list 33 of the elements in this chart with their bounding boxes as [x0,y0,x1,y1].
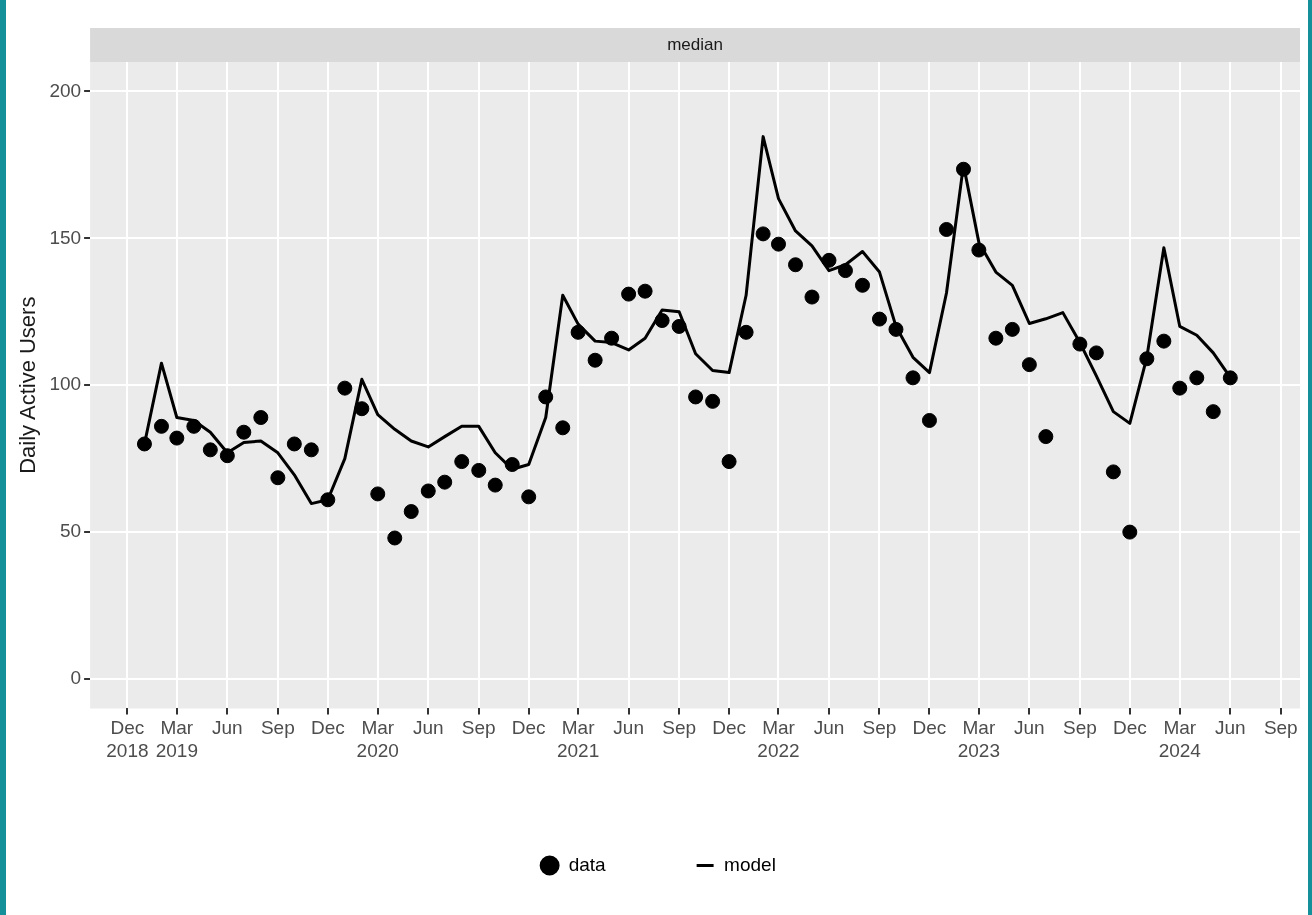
x-tick-label: Mar 2019 [155,717,198,761]
x-tick-label: Jun [1214,717,1246,739]
x-tick-label: Jun [412,717,444,739]
x-tick-label: Jun [613,717,644,739]
x-tick-label: Sep [662,717,697,739]
y-tick-label: 150 [49,226,82,248]
x-tick-label: Jun [1014,717,1045,739]
x-tick-label: Dec [511,717,546,739]
x-tick-label: Sep [1263,717,1298,739]
chart-title: median [667,34,723,54]
x-tick-label: Dec 2018 [106,717,149,761]
x-tick-label: Mar 2021 [556,717,600,761]
x-tick-label: Dec [310,717,345,739]
x-tick-label: Mar 2022 [757,717,800,761]
legend-label: model [724,853,776,875]
x-tick-label: Mar 2020 [356,717,399,761]
y-tick-label: 0 [70,667,82,689]
x-tick-label: Jun [813,717,845,739]
x-tick-label: Sep [1062,717,1097,739]
y-tick-label: 200 [49,79,82,101]
x-tick-label: Dec [912,717,947,739]
y-tick-label: 100 [49,373,82,395]
y-axis-title: Daily Active Users [15,296,41,474]
x-tick-label: Mar 2024 [1158,717,1202,761]
legend-label: data [568,853,607,875]
x-tick-label: Sep [461,717,496,739]
x-tick-label: Dec [1112,717,1147,739]
x-tick-label: Sep [862,717,897,739]
x-tick-label: Dec [712,717,746,739]
x-tick-label: Sep [260,717,295,739]
x-tick-label: Mar 2023 [957,717,1000,761]
y-tick-label: 50 [59,520,82,542]
x-tick-label: Jun [212,717,243,739]
